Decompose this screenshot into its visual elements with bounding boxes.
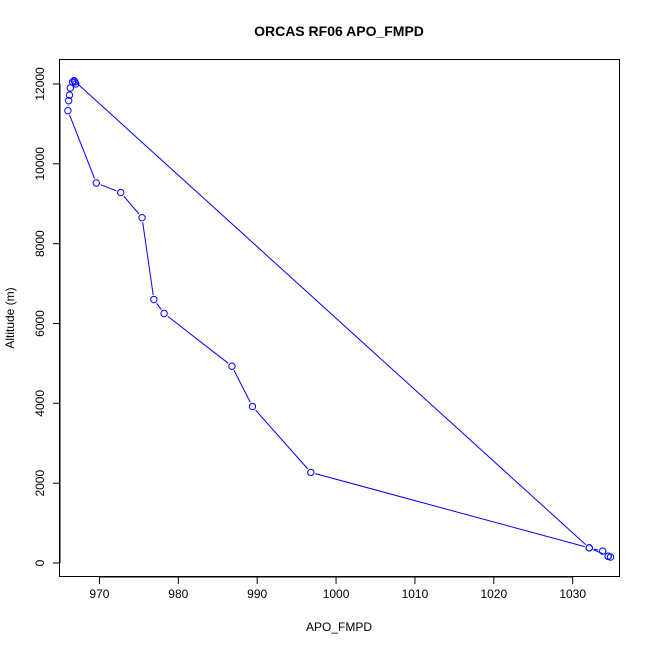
series-segment <box>69 114 96 179</box>
series-segment <box>123 195 140 215</box>
data-point <box>117 188 125 197</box>
series-segment <box>167 315 229 364</box>
x-tick-label: 1000 <box>323 587 350 601</box>
data-point <box>307 468 315 477</box>
data-point <box>248 402 257 411</box>
y-tick-label: 12000 <box>33 67 47 101</box>
series-segment <box>77 83 587 546</box>
series-segment <box>593 548 599 551</box>
x-tick-label: 990 <box>247 587 267 601</box>
y-tick-label: 10000 <box>33 147 47 181</box>
data-point <box>228 362 236 370</box>
chart-title: ORCAS RF06 APO_FMPD <box>254 23 424 39</box>
data-point <box>598 547 607 555</box>
series-segment <box>593 549 605 555</box>
series-segment <box>233 370 251 403</box>
data-point <box>92 179 100 187</box>
data-point <box>604 552 612 560</box>
series-segment <box>100 184 117 192</box>
y-tick-label: 8000 <box>33 230 47 257</box>
series-segment <box>142 222 154 295</box>
x-tick-label: 1010 <box>402 587 429 601</box>
data-point <box>138 213 146 222</box>
y-tick-label: 4000 <box>33 390 47 417</box>
data-point <box>70 77 78 85</box>
y-tick-label: 2000 <box>33 470 47 497</box>
series-layer <box>64 77 615 561</box>
x-tick-label: 1020 <box>480 587 507 601</box>
data-point <box>64 107 72 115</box>
data-point <box>160 309 168 318</box>
data-point <box>65 91 74 99</box>
y-axis: 0 2000 4000 6000 8000 10000 12000 <box>33 67 61 566</box>
x-tick-label: 970 <box>89 587 109 601</box>
x-tick-label: 1030 <box>559 587 586 601</box>
series-segment <box>315 473 585 548</box>
x-tick-label: 980 <box>168 587 188 601</box>
x-axis: 970 980 990 1000 1010 1020 1030 <box>89 576 586 601</box>
data-point <box>64 97 73 105</box>
y-tick-label: 6000 <box>33 310 47 337</box>
data-point <box>150 295 158 304</box>
y-axis-label: Altitude (m) <box>3 287 17 348</box>
series-segment <box>255 409 309 470</box>
x-axis-label: APO_FMPD <box>306 620 372 634</box>
series-segment <box>156 303 162 311</box>
data-point <box>66 84 74 92</box>
y-tick-label: 0 <box>33 559 47 566</box>
data-point <box>585 544 593 552</box>
